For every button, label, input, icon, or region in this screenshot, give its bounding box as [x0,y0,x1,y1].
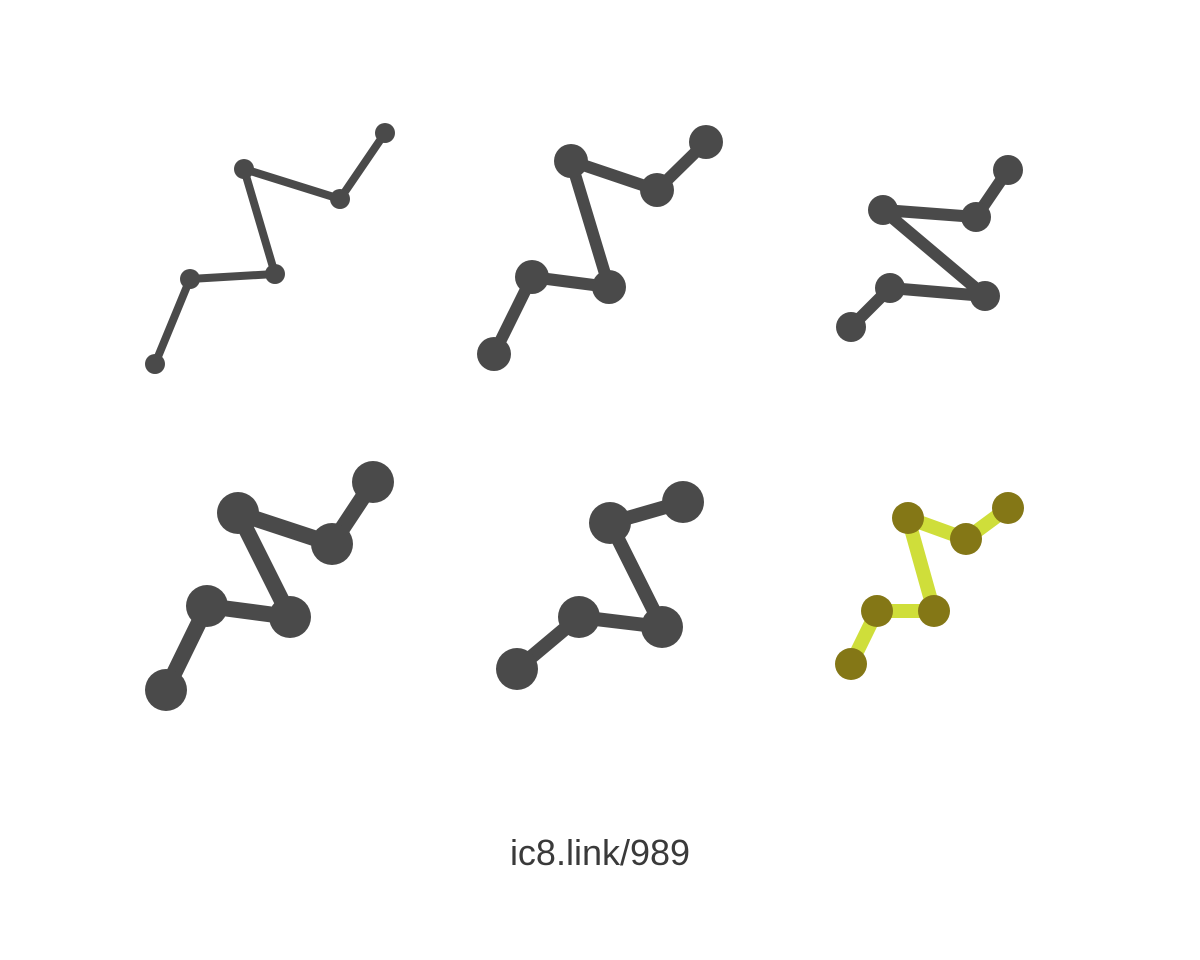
polyline-chart-icon-medium [477,125,723,371]
icon-node-1 [145,354,165,374]
icon-link-caption: ic8.link/989 [509,832,691,873]
icon-node-2 [875,273,905,303]
icon-node-2 [186,585,228,627]
polyline-chart-icon-zigzag [836,155,1023,342]
icon-node-6 [689,125,723,159]
icon-node-3 [265,264,285,284]
icon-node-5 [330,189,350,209]
icon-node-6 [992,492,1024,524]
icon-node-2 [861,595,893,627]
icon-node-3 [970,281,1000,311]
icon-node-4 [589,502,631,544]
icon-node-3 [269,596,311,638]
icon-node-6 [993,155,1023,185]
icon-node-5 [961,202,991,232]
icon-node-4 [234,159,254,179]
icon-node-6 [352,461,394,503]
icon-node-1 [477,337,511,371]
icon-node-5 [662,481,704,523]
polyline-chart-icon-simple [496,481,704,690]
icon-node-5 [311,523,353,565]
icon-connector-line [151,129,389,368]
icon-connector-line [488,136,712,360]
icon-node-3 [592,270,626,304]
icon-node-2 [558,596,600,638]
icon-node-1 [145,669,187,711]
icon-node-5 [950,523,982,555]
icon-node-3 [641,606,683,648]
icon-node-4 [892,502,924,534]
icon-node-1 [835,648,867,680]
icon-node-1 [836,312,866,342]
polyline-chart-icon-bold [145,461,394,711]
polyline-chart-icon-color [835,492,1024,680]
icon-variants-sheet [145,123,1024,711]
icon-node-5 [640,173,674,207]
icon-connector-line [844,501,1015,671]
icon-connector-line [158,474,381,698]
icon-node-2 [515,260,549,294]
icon-node-3 [918,595,950,627]
icon-node-4 [554,144,588,178]
icon-node-2 [180,269,200,289]
icon-node-6 [375,123,395,143]
icon-node-4 [217,492,259,534]
icon-node-4 [868,195,898,225]
icon-node-1 [496,648,538,690]
polyline-chart-icon-thin [145,123,395,374]
